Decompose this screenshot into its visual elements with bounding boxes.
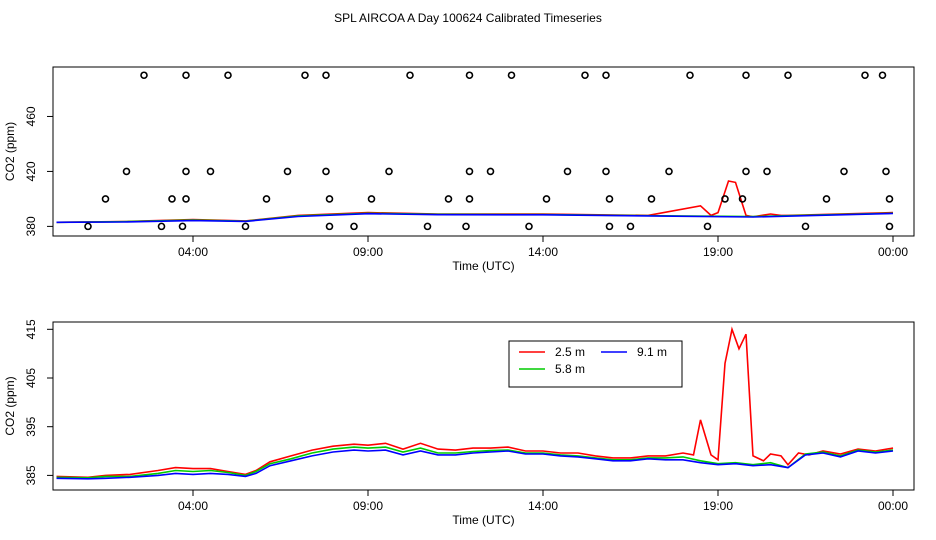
x-tick-label: 09:00 — [353, 499, 383, 513]
calibration-marker — [882, 167, 890, 176]
calibration-marker — [465, 71, 474, 80]
calibration-marker — [885, 222, 894, 231]
calibration-marker — [182, 71, 190, 80]
calibration-marker — [262, 195, 271, 203]
calibration-marker — [178, 222, 187, 231]
calibration-marker — [206, 167, 215, 176]
calibration-marker — [122, 167, 131, 176]
calibration-marker — [763, 167, 771, 176]
x-tick-label: 09:00 — [353, 245, 383, 259]
x-tick-label: 04:00 — [178, 499, 208, 513]
x-axis-label: Time (UTC) — [452, 513, 514, 527]
calibration-marker — [563, 167, 572, 176]
x-tick-label: 19:00 — [703, 245, 733, 259]
y-tick-label: 380 — [24, 216, 38, 236]
calibration-marker — [605, 195, 614, 203]
calibration-marker — [507, 71, 516, 80]
calibration-marker — [140, 71, 148, 80]
calibration-marker — [385, 167, 393, 176]
y-tick-label: 385 — [24, 465, 38, 485]
calibration-marker — [647, 195, 656, 203]
calibration-marker — [878, 71, 887, 80]
series-line-58m — [56, 446, 894, 479]
y-tick-label: 405 — [24, 368, 38, 388]
x-tick-label: 14:00 — [528, 245, 558, 259]
calibration-marker — [486, 167, 495, 176]
calibration-marker — [406, 71, 414, 80]
calibration-marker — [283, 167, 292, 176]
calibration-marker — [444, 195, 453, 203]
calibration-marker — [626, 222, 635, 231]
calibration-marker — [602, 71, 610, 80]
calibration-marker — [840, 167, 848, 176]
x-tick-label: 19:00 — [703, 499, 733, 513]
calibration-marker — [721, 195, 729, 203]
x-tick-label: 00:00 — [878, 245, 908, 259]
series-line-91m — [56, 212, 894, 224]
legend-box — [508, 340, 683, 388]
calibration-marker — [301, 71, 309, 80]
plot-frame — [52, 66, 915, 237]
calibration-marker — [742, 71, 750, 80]
calibration-marker — [367, 195, 376, 203]
calibration-marker — [157, 222, 166, 231]
calibration-marker — [703, 222, 712, 231]
calibration-marker — [224, 71, 232, 80]
calibration-marker — [605, 222, 614, 231]
x-tick-label: 00:00 — [878, 499, 908, 513]
calibration-marker — [801, 222, 810, 231]
calibration-marker — [602, 167, 610, 176]
y-axis-label: CO2 (ppm) — [3, 376, 17, 435]
calibration-marker — [581, 71, 589, 80]
calibration-marker — [542, 195, 551, 203]
calibration-marker — [822, 195, 831, 203]
calibration-marker — [325, 195, 334, 203]
series-line-91m — [56, 449, 894, 480]
legend: 2.5 m 5.8 m 9.1 m — [508, 340, 683, 388]
calibration-marker — [665, 167, 673, 176]
calibration-marker — [168, 195, 176, 203]
calibration-marker — [241, 222, 250, 231]
calibration-marker — [742, 167, 750, 176]
top-panel: 04:00 09:00 14:00 19:00 00:00 380 420 460 Time (… — [3, 66, 915, 273]
calibration-marker — [885, 195, 894, 203]
calibration-marker — [686, 71, 694, 80]
calibration-marker — [84, 222, 92, 231]
calibration-marker — [465, 195, 474, 203]
y-tick-label: 420 — [24, 161, 38, 181]
calibration-marker — [325, 222, 334, 231]
x-axis-label: Time (UTC) — [452, 259, 514, 273]
calibration-marker — [525, 222, 533, 231]
x-tick-label: 14:00 — [528, 499, 558, 513]
y-tick-label: 395 — [24, 416, 38, 436]
calibration-marker — [465, 167, 474, 176]
calibration-marker — [738, 195, 747, 203]
calibration-marker — [784, 71, 792, 80]
legend-label: 2.5 m — [555, 345, 585, 359]
bottom-panel: 04:00 09:00 14:00 19:00 00:00 385 395 405 415 Tim… — [3, 319, 915, 527]
calibration-marker — [350, 222, 358, 231]
y-tick-label: 415 — [24, 319, 38, 339]
calibration-marker — [462, 222, 470, 231]
calibration-marker — [423, 222, 432, 231]
figure-title: SPL AIRCOA A Day 100624 Calibrated Times… — [334, 11, 602, 25]
y-tick-label: 460 — [24, 106, 38, 126]
calibration-marker — [101, 195, 110, 203]
x-tick-label: 04:00 — [178, 245, 208, 259]
legend-label: 9.1 m — [637, 345, 667, 359]
calibration-marker — [182, 195, 190, 203]
plot-frame — [52, 321, 915, 491]
calibration-marker — [861, 71, 869, 80]
calibration-marker — [182, 167, 190, 176]
series-line-25m — [56, 326, 894, 479]
y-axis-label: CO2 (ppm) — [3, 122, 17, 181]
calibration-marker — [322, 167, 330, 176]
legend-label: 5.8 m — [555, 362, 585, 376]
calibration-marker — [322, 71, 330, 80]
